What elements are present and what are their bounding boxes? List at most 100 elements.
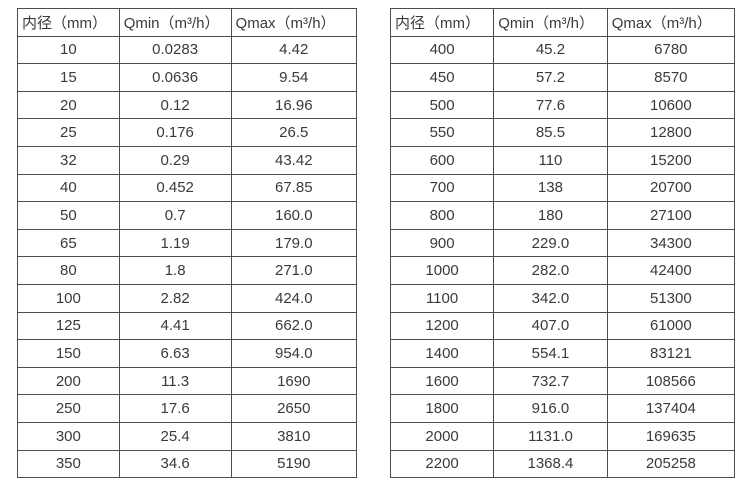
table-row: 550 85.5 12800 [389, 118, 736, 147]
table-cell: 57.2 [493, 63, 608, 92]
table-cell: 0.7 [118, 201, 232, 230]
table-cell: 61000 [606, 311, 736, 341]
header-qmin: Qmin（m³/h） [493, 8, 608, 37]
table-row: 100 2.82 424.0 [17, 283, 358, 313]
table-cell: 1000 [389, 256, 495, 285]
table-cell: 6.63 [118, 339, 232, 368]
table-cell: 1131.0 [493, 421, 608, 451]
table-cell: 424.0 [230, 283, 358, 313]
table-cell: 800 [389, 201, 495, 230]
table-cell: 125 [17, 311, 120, 341]
table-row: 1400 554.1 83121 [389, 339, 736, 368]
table-cell: 2200 [389, 449, 495, 479]
table-cell: 20700 [606, 173, 736, 203]
table-row: 350 34.6 5190 [17, 449, 358, 479]
table-cell: 0.12 [118, 90, 232, 120]
table-cell: 42400 [606, 256, 736, 285]
table-row: 32 0.29 43.42 [17, 145, 358, 175]
table-cell: 180 [493, 201, 608, 230]
table-row: 50 0.7 160.0 [17, 201, 358, 230]
table-cell: 407.0 [493, 311, 608, 341]
table-row: 500 77.6 10600 [389, 90, 736, 120]
table-row: 20 0.12 16.96 [17, 90, 358, 120]
table-cell: 1100 [389, 283, 495, 313]
table-cell: 34.6 [118, 449, 232, 479]
table-row: 600 110 15200 [389, 145, 736, 175]
table-row: 80 1.8 271.0 [17, 256, 358, 285]
flow-table-large-diameters: 内径（mm） Qmin（m³/h） Qmax（m³/h） 400 45.2 6780… [389, 8, 736, 479]
table-cell: 1368.4 [493, 449, 608, 479]
table-row: 1100 342.0 51300 [389, 283, 736, 313]
table-cell: 25 [17, 118, 120, 147]
table-cell: 1.8 [118, 256, 232, 285]
table-row: 800 180 27100 [389, 201, 736, 230]
table-cell: 160.0 [230, 201, 358, 230]
table-cell: 179.0 [230, 228, 358, 258]
header-row: 内径（mm） Qmin（m³/h） Qmax（m³/h） [389, 8, 736, 37]
table-row: 1800 916.0 137404 [389, 394, 736, 423]
table-cell: 43.42 [230, 145, 358, 175]
table-row: 150 6.63 954.0 [17, 339, 358, 368]
table-cell: 10600 [606, 90, 736, 120]
table-row: 65 1.19 179.0 [17, 228, 358, 258]
table-cell: 954.0 [230, 339, 358, 368]
table-cell: 282.0 [493, 256, 608, 285]
table-cell: 0.29 [118, 145, 232, 175]
table-cell: 554.1 [493, 339, 608, 368]
table-cell: 450 [389, 63, 495, 92]
table-cell: 300 [17, 421, 120, 451]
table-row: 200 11.3 1690 [17, 366, 358, 396]
table-cell: 34300 [606, 228, 736, 258]
table-cell: 137404 [606, 394, 736, 423]
table-cell: 0.0636 [118, 63, 232, 92]
table-cell: 25.4 [118, 421, 232, 451]
table-row: 300 25.4 3810 [17, 421, 358, 451]
table-cell: 900 [389, 228, 495, 258]
table-cell: 2.82 [118, 283, 232, 313]
table-row: 1600 732.7 108566 [389, 366, 736, 396]
table-cell: 40 [17, 173, 120, 203]
header-qmax: Qmax（m³/h） [606, 8, 736, 37]
table-cell: 550 [389, 118, 495, 147]
table-row: 1200 407.0 61000 [389, 311, 736, 341]
table-cell: 1690 [230, 366, 358, 396]
table-row: 10 0.0283 4.42 [17, 35, 358, 65]
table-cell: 9.54 [230, 63, 358, 92]
table-cell: 12800 [606, 118, 736, 147]
table-row: 40 0.452 67.85 [17, 173, 358, 203]
table-cell: 700 [389, 173, 495, 203]
table-cell: 138 [493, 173, 608, 203]
table-cell: 662.0 [230, 311, 358, 341]
table-cell: 32 [17, 145, 120, 175]
table-cell: 4.42 [230, 35, 358, 65]
table-row: 125 4.41 662.0 [17, 311, 358, 341]
table-cell: 85.5 [493, 118, 608, 147]
table-cell: 732.7 [493, 366, 608, 396]
table-cell: 5190 [230, 449, 358, 479]
table-cell: 0.0283 [118, 35, 232, 65]
table-cell: 169635 [606, 421, 736, 451]
header-inner-diameter: 内径（mm） [17, 8, 120, 37]
table-cell: 15200 [606, 145, 736, 175]
table-row: 25 0.176 26.5 [17, 118, 358, 147]
table-cell: 110 [493, 145, 608, 175]
table-cell: 600 [389, 145, 495, 175]
table-cell: 45.2 [493, 35, 608, 65]
table-cell: 17.6 [118, 394, 232, 423]
table-cell: 1200 [389, 311, 495, 341]
table-cell: 27100 [606, 201, 736, 230]
table-cell: 1600 [389, 366, 495, 396]
table-cell: 26.5 [230, 118, 358, 147]
table-cell: 67.85 [230, 173, 358, 203]
table-cell: 11.3 [118, 366, 232, 396]
table-row: 700 138 20700 [389, 173, 736, 203]
table-cell: 1800 [389, 394, 495, 423]
table-cell: 1400 [389, 339, 495, 368]
table-body: 400 45.2 6780 450 57.2 8570 500 77.6 10600 550 85.… [389, 35, 736, 479]
table-cell: 205258 [606, 449, 736, 479]
header-qmax: Qmax（m³/h） [230, 8, 358, 37]
table-body: 10 0.0283 4.42 15 0.0636 9.54 20 0.12 16.96 25 0.1… [17, 35, 358, 479]
table-cell: 350 [17, 449, 120, 479]
table-cell: 342.0 [493, 283, 608, 313]
